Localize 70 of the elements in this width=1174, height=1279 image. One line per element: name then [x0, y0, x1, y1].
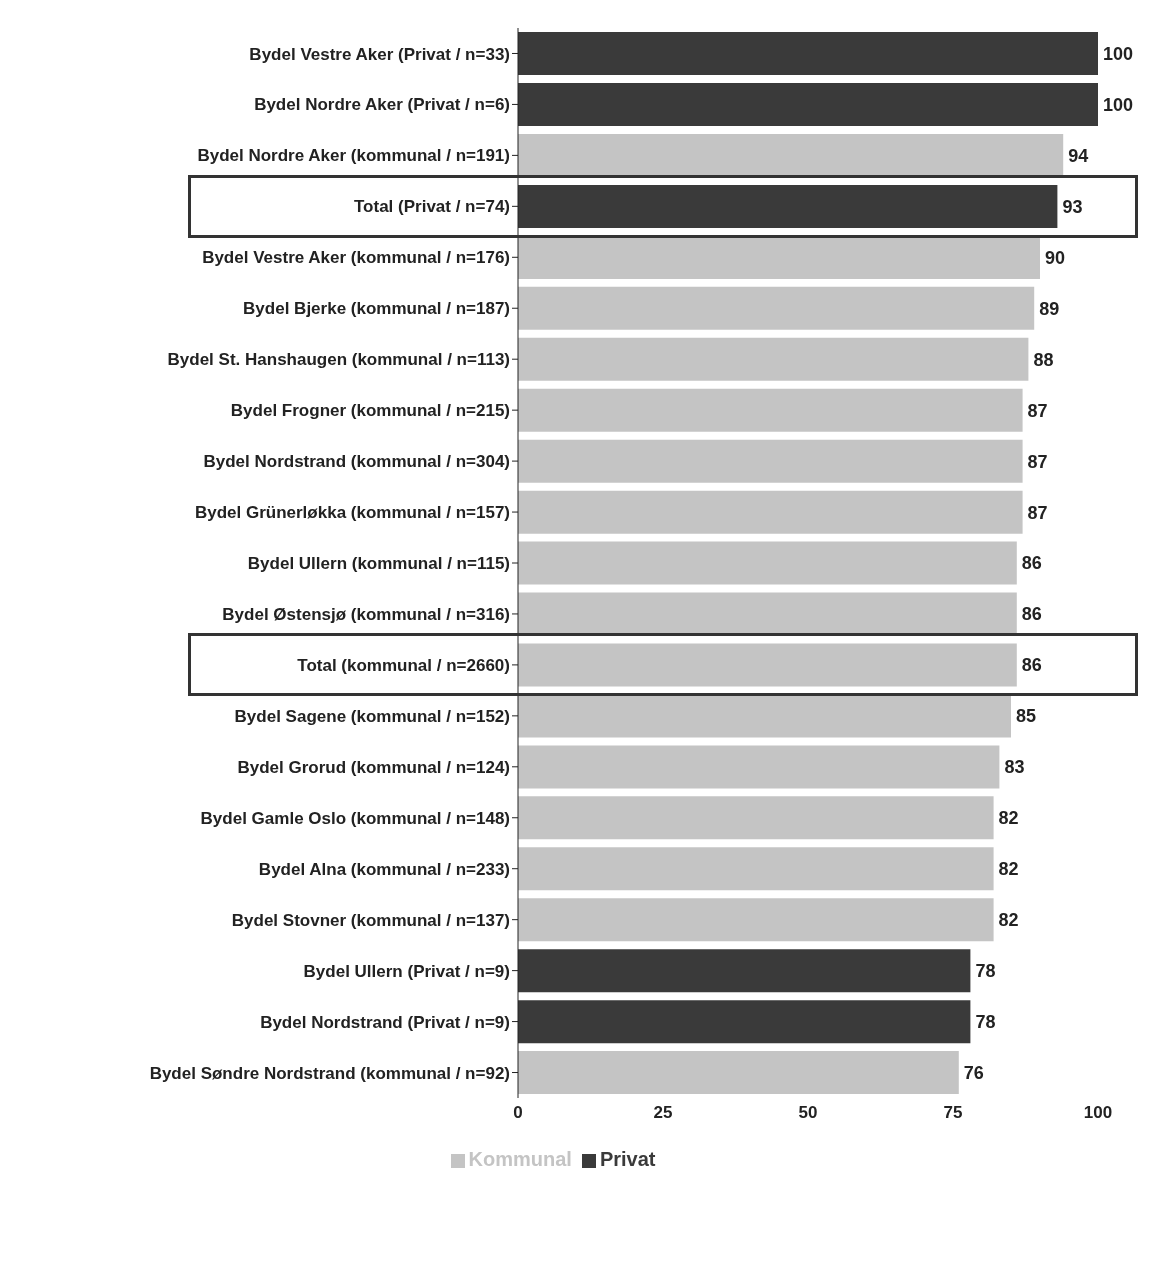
- y-tick-label: Bydel Vestre Aker (kommunal / n=176): [202, 248, 510, 268]
- y-tick-label: Bydel Østensjø (kommunal / n=316): [222, 604, 510, 624]
- x-tick-label: 75: [943, 1103, 963, 1123]
- y-tick-label: Bydel Ullern (kommunal / n=115): [247, 554, 510, 574]
- data-label: 86: [1021, 655, 1042, 676]
- bar: [518, 847, 994, 891]
- data-label: 83: [1004, 757, 1025, 778]
- data-label: 87: [1027, 451, 1048, 472]
- y-tick-label: Bydel Frogner (kommunal / n=215): [230, 401, 510, 421]
- bar: [518, 184, 1058, 228]
- bar: [518, 541, 1017, 585]
- y-tick-label: Total (Privat / n=74): [353, 197, 510, 217]
- data-label: 86: [1021, 604, 1042, 625]
- y-tick-label: Bydel Ullern (Privat / n=9): [303, 961, 510, 981]
- bar: [518, 592, 1017, 636]
- y-tick-label: Bydel Grorud (kommunal / n=124): [237, 757, 510, 777]
- bar: [518, 949, 971, 993]
- data-label: 86: [1021, 553, 1042, 574]
- x-tick-label: 25: [653, 1103, 673, 1123]
- data-label: 82: [998, 808, 1019, 829]
- bar: [518, 388, 1023, 432]
- data-label: 82: [998, 859, 1019, 880]
- data-label: 90: [1045, 247, 1066, 268]
- data-label: 82: [998, 910, 1019, 931]
- y-tick-label: Total (kommunal / n=2660): [297, 655, 510, 675]
- data-label: 88: [1033, 349, 1054, 370]
- bar: [518, 490, 1023, 534]
- y-tick-label: Bydel Bjerke (kommunal / n=187): [243, 299, 510, 319]
- bar: [518, 83, 1098, 127]
- bar: [518, 1000, 971, 1044]
- y-tick-label: Bydel Alna (kommunal / n=233): [258, 859, 510, 879]
- data-label: 87: [1027, 502, 1048, 523]
- data-label: 100: [1103, 94, 1134, 115]
- bar: [518, 796, 994, 840]
- bar: [518, 898, 994, 942]
- y-tick-label: Bydel Vestre Aker (Privat / n=33): [249, 44, 510, 64]
- data-label: 78: [975, 961, 996, 982]
- x-tick-label: 0: [513, 1103, 523, 1123]
- bar: [518, 133, 1064, 177]
- data-label: 87: [1027, 400, 1048, 421]
- bar: [518, 32, 1098, 76]
- data-label: 94: [1068, 145, 1089, 166]
- y-tick-label: Bydel Sagene (kommunal / n=152): [234, 706, 510, 726]
- x-tick-label: 100: [1083, 1103, 1113, 1123]
- data-label: 78: [975, 1012, 996, 1033]
- data-label: 93: [1062, 196, 1083, 217]
- bar: [518, 694, 1011, 738]
- y-tick-label: Bydel Søndre Nordstrand (kommunal / n=92): [149, 1063, 510, 1083]
- bar: [518, 286, 1035, 330]
- bar: [518, 745, 1000, 789]
- data-label: 85: [1016, 706, 1037, 727]
- bar: [518, 235, 1040, 279]
- y-tick-label: Bydel Gamle Oslo (kommunal / n=148): [200, 808, 510, 828]
- bar: [518, 439, 1023, 483]
- legend-label: Kommunal: [468, 1148, 572, 1170]
- data-label: 89: [1039, 298, 1060, 319]
- bar: [518, 1051, 959, 1095]
- y-tick-label: Bydel St. Hanshaugen (kommunal / n=113): [167, 350, 510, 370]
- legend-label: Privat: [599, 1148, 656, 1170]
- data-label: 76: [963, 1063, 984, 1084]
- y-tick-label: Bydel Grünerløkka (kommunal / n=157): [194, 503, 510, 523]
- y-tick-label: Bydel Stovner (kommunal / n=137): [231, 910, 510, 930]
- y-tick-label: Bydel Nordstrand (Privat / n=9): [260, 1012, 510, 1032]
- y-tick-label: Bydel Nordre Aker (Privat / n=6): [254, 95, 510, 115]
- data-label: 100: [1103, 43, 1134, 64]
- bar: [518, 643, 1017, 687]
- y-tick-label: Bydel Nordstrand (kommunal / n=304): [203, 452, 510, 472]
- y-tick-label: Bydel Nordre Aker (kommunal / n=191): [197, 146, 510, 166]
- bar: [518, 337, 1029, 381]
- x-tick-label: 50: [798, 1103, 818, 1123]
